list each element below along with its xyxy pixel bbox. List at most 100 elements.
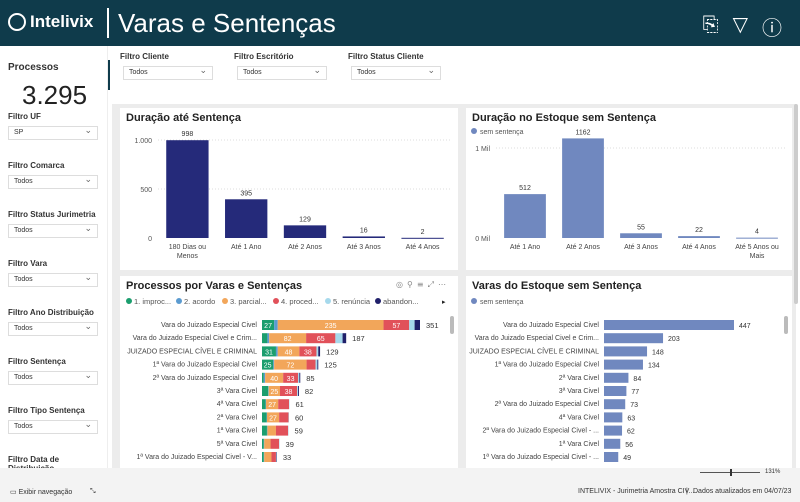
filter-dropdown[interactable]: Todos bbox=[123, 65, 213, 80]
bar-segment[interactable] bbox=[409, 320, 415, 330]
bar[interactable] bbox=[604, 425, 623, 436]
visual-header-icons[interactable]: ◎⚲≡⤢⋯ bbox=[396, 280, 450, 289]
filter-dropdown[interactable]: Todos bbox=[8, 223, 98, 238]
legend-next-arrow[interactable]: ▸ bbox=[442, 299, 446, 306]
bar-segment[interactable] bbox=[298, 372, 300, 383]
bar-segment[interactable] bbox=[279, 412, 289, 423]
bar-segment[interactable] bbox=[318, 346, 321, 357]
segment-label: 27 bbox=[268, 402, 276, 409]
bar-segment[interactable] bbox=[262, 386, 269, 396]
bar-segment[interactable] bbox=[262, 320, 275, 330]
scrollbar[interactable] bbox=[784, 316, 788, 334]
bar-segment[interactable] bbox=[283, 372, 299, 383]
bar[interactable] bbox=[604, 438, 621, 449]
bar-segment[interactable] bbox=[263, 372, 266, 383]
bar-segment[interactable] bbox=[280, 386, 298, 396]
filter-icon[interactable]: ▽ bbox=[732, 12, 748, 36]
bar-segment[interactable] bbox=[274, 359, 307, 370]
bar-segment[interactable] bbox=[270, 438, 280, 449]
bar-segment[interactable] bbox=[262, 438, 264, 449]
bar[interactable] bbox=[678, 236, 720, 238]
bar-segment[interactable] bbox=[277, 346, 300, 357]
bar-segment[interactable] bbox=[262, 425, 267, 436]
bar-segment[interactable] bbox=[262, 412, 267, 423]
bar-segment[interactable] bbox=[264, 452, 272, 462]
bar-segment[interactable] bbox=[316, 346, 319, 357]
bar[interactable] bbox=[604, 452, 619, 462]
bar[interactable] bbox=[225, 199, 268, 238]
nav-toggle[interactable]: ▭ Exibir navegação bbox=[10, 489, 73, 496]
bar[interactable] bbox=[604, 399, 626, 410]
bar-segment[interactable] bbox=[267, 333, 270, 344]
y-category-label: 1ª Vara do Juizado Especial Civel bbox=[153, 362, 258, 369]
bar-segment[interactable] bbox=[315, 359, 318, 370]
filter-dropdown[interactable]: Todos bbox=[8, 272, 98, 287]
zoom-handle[interactable] bbox=[730, 469, 732, 476]
bar-segment[interactable] bbox=[265, 372, 284, 383]
bar[interactable] bbox=[504, 194, 546, 238]
bar-segment[interactable] bbox=[262, 372, 264, 383]
bar[interactable] bbox=[604, 372, 629, 383]
filter-dropdown[interactable]: Todos bbox=[8, 419, 98, 434]
bar-segment[interactable] bbox=[277, 320, 384, 330]
bar-segment[interactable] bbox=[342, 333, 347, 344]
bar-segment[interactable] bbox=[262, 399, 266, 410]
bar[interactable] bbox=[604, 320, 734, 330]
legend-label[interactable]: 5. renúncia bbox=[333, 297, 371, 306]
filter-dropdown[interactable]: Todos bbox=[8, 174, 98, 189]
bar-segment[interactable] bbox=[273, 359, 275, 370]
legend-label[interactable]: 1. improc... bbox=[134, 297, 171, 306]
legend-label[interactable]: 4. proced... bbox=[281, 297, 319, 306]
bar-segment[interactable] bbox=[266, 412, 280, 423]
filter-dropdown[interactable]: Todos bbox=[8, 370, 98, 385]
bar-segment[interactable] bbox=[297, 386, 299, 396]
bar-segment[interactable] bbox=[299, 372, 301, 383]
bar-segment[interactable] bbox=[262, 452, 264, 462]
bar[interactable] bbox=[604, 386, 627, 396]
bar-segment[interactable] bbox=[298, 386, 299, 396]
legend-label[interactable]: abandon... bbox=[383, 297, 418, 306]
bar-segment[interactable] bbox=[262, 333, 268, 344]
bar[interactable] bbox=[166, 140, 209, 238]
bar-segment[interactable] bbox=[278, 399, 290, 410]
info-icon[interactable]: ⓘ bbox=[762, 16, 782, 40]
bar-segment[interactable] bbox=[383, 320, 410, 330]
bar-segment[interactable] bbox=[317, 359, 319, 370]
bar[interactable] bbox=[736, 237, 778, 239]
bar[interactable] bbox=[604, 333, 664, 344]
bar-segment[interactable] bbox=[335, 333, 343, 344]
bar-segment[interactable] bbox=[414, 320, 420, 330]
bar[interactable] bbox=[401, 237, 444, 239]
bar[interactable] bbox=[604, 359, 643, 370]
bar-segment[interactable] bbox=[264, 438, 271, 449]
filter-dropdown[interactable]: Todos bbox=[237, 65, 327, 80]
filter-dropdown[interactable]: SP bbox=[8, 125, 98, 140]
legend-label[interactable]: 2. acordo bbox=[184, 297, 215, 306]
bar-segment[interactable] bbox=[275, 425, 289, 436]
bar[interactable] bbox=[620, 233, 662, 238]
expand-icon[interactable]: ⤡ bbox=[90, 488, 96, 495]
bar-segment[interactable] bbox=[267, 425, 276, 436]
bar-segment[interactable] bbox=[269, 333, 307, 344]
bar-segment[interactable] bbox=[299, 346, 317, 357]
bar-segment[interactable] bbox=[268, 386, 281, 396]
bar[interactable] bbox=[604, 412, 623, 423]
bar-segment[interactable] bbox=[262, 346, 276, 357]
bar-segment[interactable] bbox=[262, 359, 274, 370]
bar-segment[interactable] bbox=[306, 359, 316, 370]
scrollbar[interactable] bbox=[450, 316, 454, 334]
bar-segment[interactable] bbox=[271, 452, 276, 462]
bar[interactable] bbox=[604, 346, 648, 357]
bar[interactable] bbox=[342, 236, 385, 238]
legend-label[interactable]: 3. parcial... bbox=[230, 297, 267, 306]
page-scrollbar[interactable] bbox=[794, 104, 798, 304]
export-icon[interactable]: ⎘ bbox=[702, 12, 719, 36]
filter-dropdown[interactable]: Todos bbox=[8, 321, 98, 336]
bar[interactable] bbox=[562, 138, 604, 238]
bar-segment[interactable] bbox=[274, 320, 278, 330]
bar-segment[interactable] bbox=[266, 399, 279, 410]
filter-dropdown[interactable]: Todos bbox=[351, 65, 441, 80]
bar-segment[interactable] bbox=[306, 333, 336, 344]
bar-segment[interactable] bbox=[275, 346, 278, 357]
bar[interactable] bbox=[283, 225, 327, 238]
